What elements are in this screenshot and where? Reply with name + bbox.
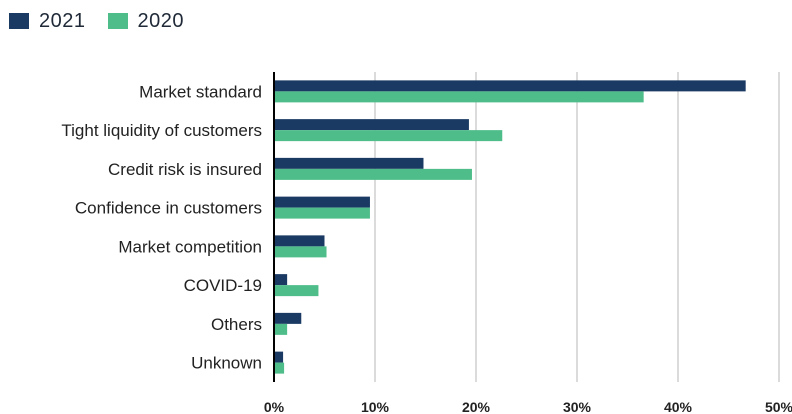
bar-2021 — [274, 235, 325, 247]
category-label: Credit risk is insured — [108, 160, 262, 179]
x-tick-label: 40% — [664, 399, 693, 414]
category-label: Confidence in customers — [75, 199, 262, 218]
bar-2020 — [274, 91, 644, 103]
category-label: Unknown — [191, 354, 262, 373]
bar-2021 — [274, 312, 302, 324]
legend-label-2020: 2020 — [137, 9, 184, 32]
category-label: Market standard — [139, 82, 262, 101]
x-tick-label: 30% — [563, 399, 592, 414]
legend-label-2021: 2021 — [39, 9, 86, 32]
x-tick-label: 10% — [361, 399, 390, 414]
bar-2020 — [274, 168, 472, 180]
legend-swatch-2020 — [107, 13, 128, 29]
bar-2020 — [274, 130, 503, 142]
bar-2021 — [274, 119, 469, 131]
bar-2020 — [274, 207, 370, 219]
bar-2021 — [274, 351, 284, 363]
bar-2020 — [274, 323, 288, 335]
bar-2021 — [274, 196, 370, 208]
category-label: Market competition — [118, 237, 262, 256]
bar-2021 — [274, 157, 424, 169]
category-label: COVID-19 — [184, 276, 262, 295]
bar-2020 — [274, 285, 319, 297]
bar-2021 — [274, 80, 746, 92]
legend-swatch-2021 — [9, 13, 29, 29]
category-label: Others — [211, 315, 262, 334]
bar-2020 — [274, 246, 327, 258]
category-label: Tight liquidity of customers — [61, 121, 262, 140]
bar-2020 — [274, 362, 285, 374]
x-tick-label: 20% — [462, 399, 491, 414]
legend-item-2021: 2021 — [9, 10, 86, 33]
legend-item-2020: 2020 — [107, 9, 185, 33]
x-tick-label: 0% — [264, 399, 285, 414]
x-tick-label: 50% — [765, 399, 792, 414]
bar-2021 — [274, 274, 288, 286]
chart-legend: 2021 2020 — [9, 9, 206, 33]
